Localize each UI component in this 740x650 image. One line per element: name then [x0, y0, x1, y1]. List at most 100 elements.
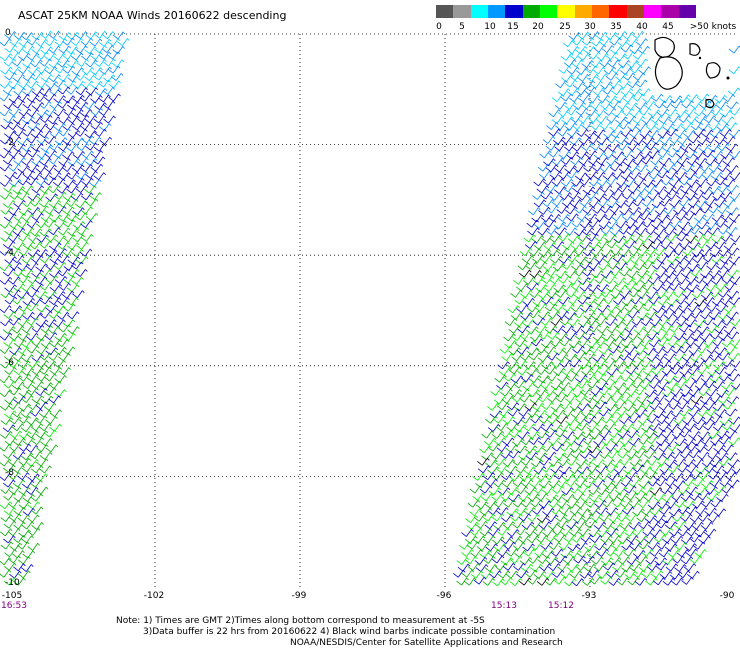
wind-barb	[472, 472, 485, 481]
wind-barb	[707, 471, 721, 480]
wind-barb	[726, 269, 740, 278]
wind-barb	[53, 52, 66, 61]
wind-barb	[705, 388, 719, 397]
wind-barb	[694, 275, 707, 284]
wind-barb	[643, 347, 656, 356]
wind-barb	[524, 445, 538, 454]
wind-barb	[575, 374, 588, 383]
wind-barb	[541, 423, 554, 432]
wind-barb	[671, 268, 685, 277]
wind-barb	[595, 31, 608, 40]
wind-barb	[645, 374, 659, 383]
wind-barb	[602, 192, 616, 201]
wind-barb	[660, 241, 673, 250]
wind-barb	[7, 457, 21, 466]
wind-barb	[715, 101, 729, 110]
wind-barb	[484, 564, 498, 572]
wind-barb	[524, 486, 537, 495]
wind-barb	[593, 437, 606, 446]
wind-barb	[9, 375, 23, 384]
wind-barb	[31, 324, 45, 333]
wind-barb	[676, 422, 690, 431]
wind-barb	[566, 129, 580, 138]
wind-barb	[719, 128, 732, 137]
wind-barb	[514, 296, 527, 305]
wind-barb	[44, 291, 57, 300]
wind-barb	[58, 324, 71, 333]
wind-barb	[679, 429, 692, 438]
wind-barb	[560, 178, 574, 187]
wind-barb	[53, 305, 66, 314]
wind-barb	[35, 473, 48, 482]
wind-barb	[509, 555, 523, 564]
wind-barb	[520, 415, 533, 424]
wind-barb	[117, 37, 130, 46]
wind-barb	[508, 450, 521, 459]
wind-barb	[0, 458, 12, 467]
wind-barb	[616, 326, 629, 335]
wind-barb	[81, 80, 94, 89]
wind-barb	[719, 373, 732, 382]
wind-barb	[606, 450, 620, 459]
wind-barb	[571, 578, 584, 587]
wind-barb	[485, 543, 498, 552]
wind-barb	[653, 228, 667, 237]
wind-barb	[16, 290, 30, 299]
wind-barb	[684, 506, 698, 515]
wind-barb	[662, 451, 675, 460]
wind-barb	[631, 276, 645, 285]
wind-barb	[568, 340, 582, 349]
wind-barb	[632, 464, 645, 473]
wind-barb	[36, 51, 49, 60]
wind-barb	[575, 562, 589, 571]
wind-barb	[636, 185, 649, 194]
wind-barb	[26, 374, 40, 383]
wind-barb	[637, 332, 650, 341]
wind-barb	[704, 198, 717, 207]
wind-barb	[25, 80, 39, 89]
wind-barb	[653, 248, 667, 257]
wind-barb	[538, 170, 552, 179]
wind-barb	[585, 108, 598, 117]
wind-barb	[26, 317, 39, 326]
wind-barb	[589, 409, 602, 417]
wind-barb	[564, 143, 577, 152]
wind-barb	[4, 30, 17, 39]
wind-barb	[619, 268, 632, 277]
wind-barb	[577, 403, 590, 411]
wind-barb	[8, 471, 21, 480]
wind-barb	[698, 144, 712, 153]
wind-barb	[572, 345, 585, 354]
wind-barb	[642, 261, 655, 270]
wind-barb	[548, 109, 561, 118]
wind-barb	[655, 562, 669, 571]
wind-barb	[695, 443, 708, 452]
wind-barb	[61, 151, 75, 160]
wind-barb	[687, 367, 700, 376]
wind-barb	[21, 283, 34, 292]
wind-barb	[701, 109, 715, 117]
wind-barb	[502, 458, 516, 467]
wind-barb	[43, 93, 57, 102]
wind-barb	[713, 508, 727, 517]
wind-barb	[648, 380, 662, 389]
wind-barb	[572, 431, 586, 440]
wind-barb	[655, 332, 669, 341]
wind-barb	[672, 513, 685, 522]
wind-barb	[665, 171, 679, 180]
wind-barb	[508, 325, 522, 334]
wind-barb	[29, 451, 43, 460]
wind-barb	[39, 366, 52, 375]
wind-barb	[7, 499, 21, 508]
wind-barb	[545, 556, 559, 565]
wind-barb	[528, 436, 542, 445]
wind-barb	[530, 459, 544, 468]
wind-barb	[642, 241, 656, 250]
wind-barb	[563, 59, 577, 68]
wind-barb	[696, 345, 710, 354]
wind-barb	[692, 416, 706, 425]
wind-barb	[703, 115, 717, 124]
wind-barb	[555, 270, 568, 279]
wind-barb	[612, 296, 626, 305]
wind-barb	[3, 492, 16, 501]
